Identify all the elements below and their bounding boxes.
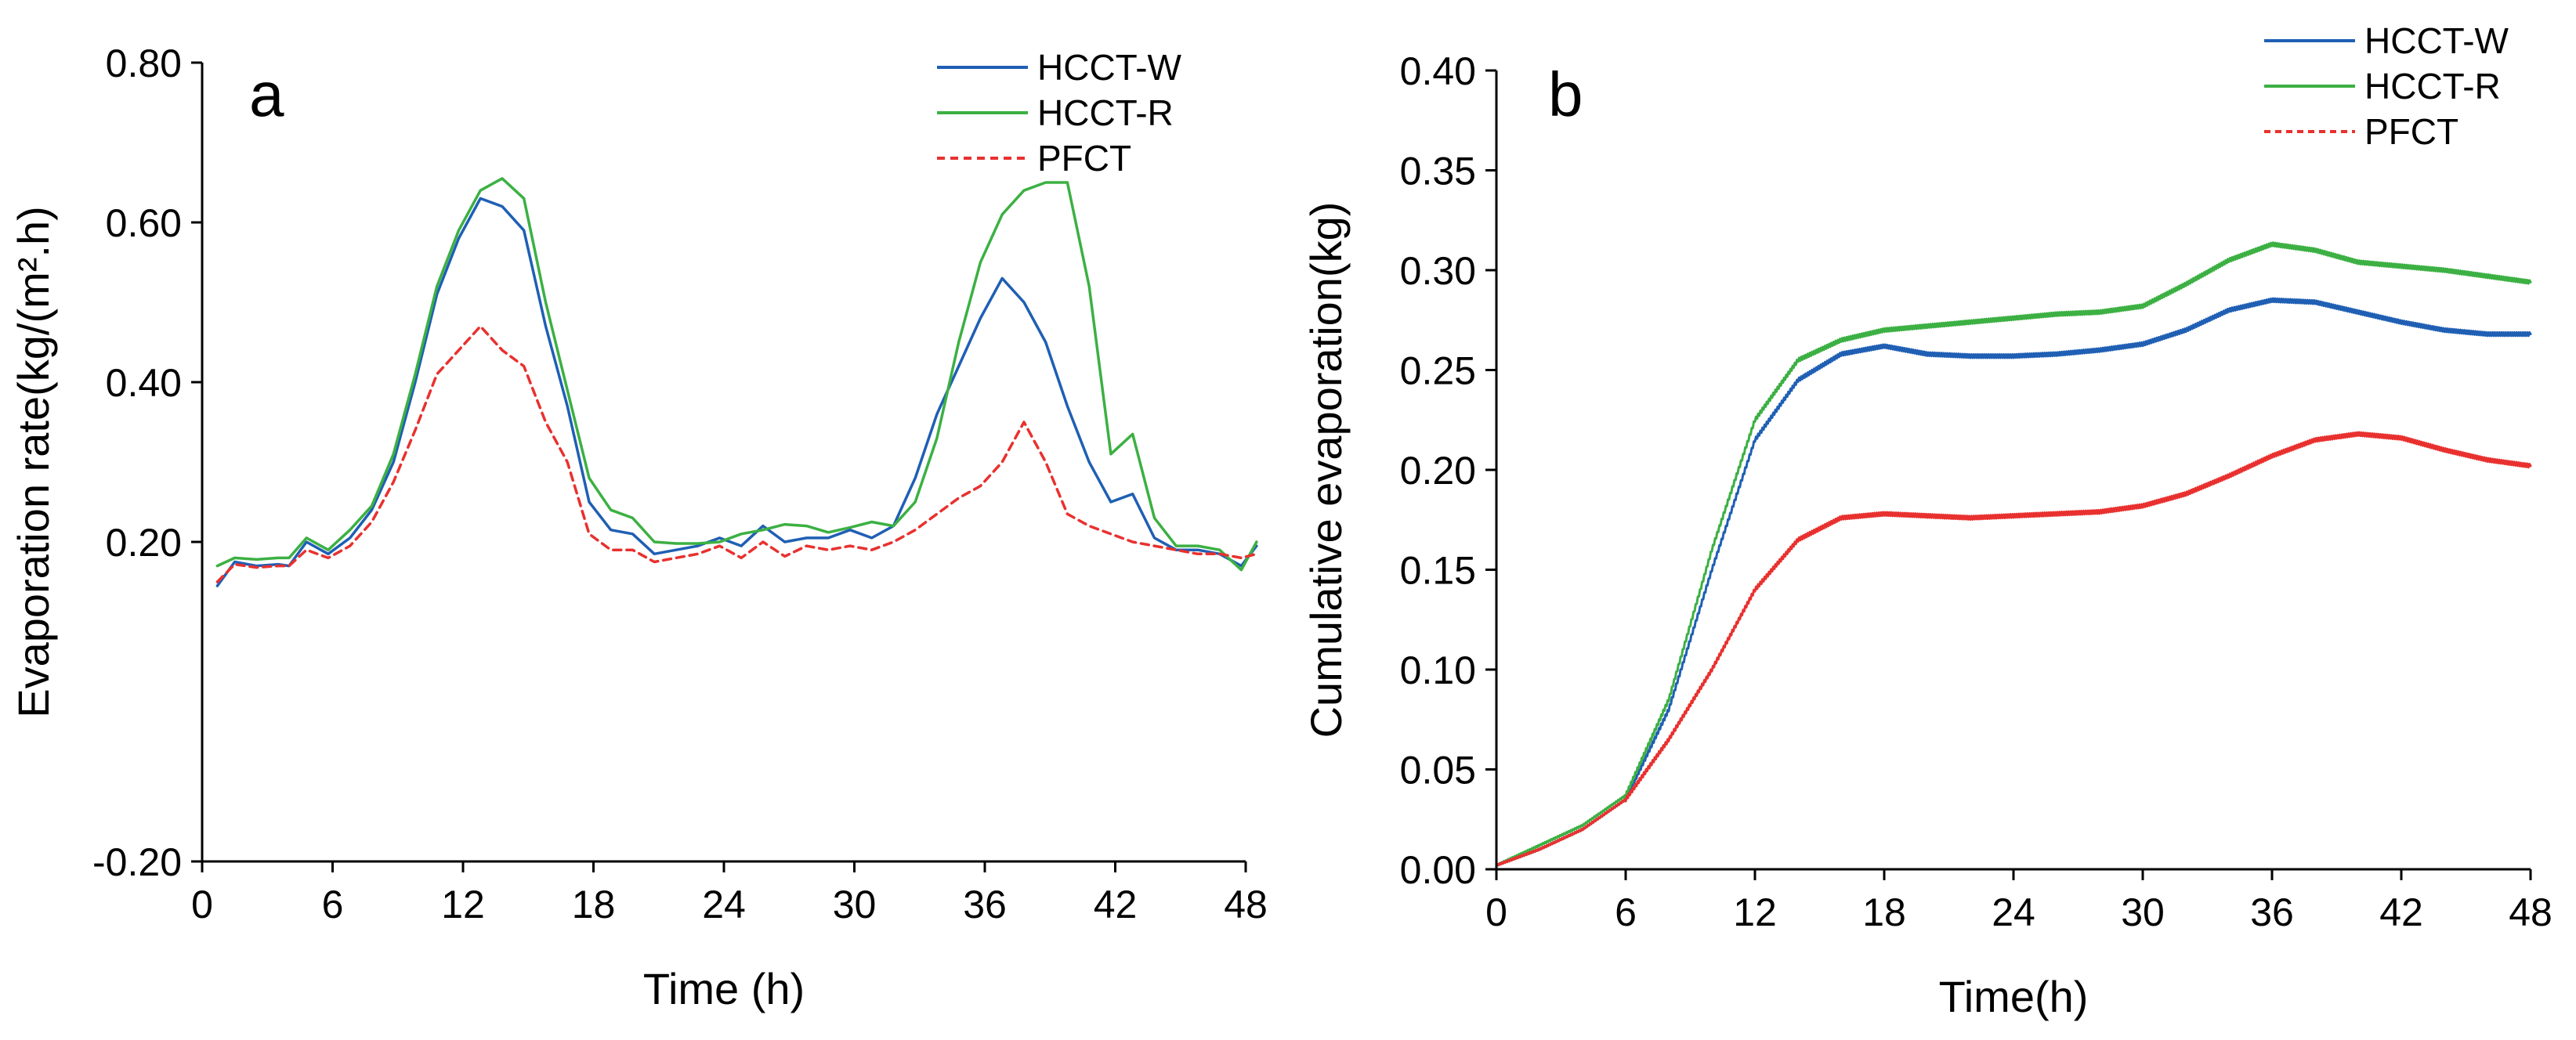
y-tick-label: -0.20 bbox=[92, 840, 182, 884]
y-tick-label: 0.30 bbox=[1400, 249, 1476, 293]
series-line-pfct bbox=[1495, 431, 2532, 868]
legend-label: PFCT bbox=[1037, 138, 1131, 179]
y-tick-label: 0.40 bbox=[1400, 49, 1476, 93]
y-tick-label: 0.80 bbox=[106, 42, 182, 85]
legend-entry-hcct-w: HCCT-W bbox=[2264, 20, 2509, 61]
x-ticks: 0 6 12 18 24 30 36 42 48 bbox=[1485, 869, 2552, 934]
x-tick-label: 48 bbox=[1224, 883, 1268, 926]
y-axis-title: Cumulative evaporation(kg) bbox=[1301, 202, 1351, 738]
x-tick-label: 18 bbox=[1862, 890, 1906, 934]
series-line-hcct-r bbox=[215, 177, 1258, 572]
legend-entry-pfct: PFCT bbox=[937, 138, 1131, 179]
x-tick-label: 30 bbox=[2121, 890, 2165, 934]
x-axis-title: Time(h) bbox=[1939, 972, 2089, 1021]
y-tick-label: 0.25 bbox=[1400, 349, 1476, 393]
legend-label: HCCT-W bbox=[2364, 20, 2509, 61]
y-tick-label: 0.00 bbox=[1400, 848, 1476, 892]
y-tick-label: 0.60 bbox=[106, 201, 182, 245]
y-tick-label: 0.15 bbox=[1400, 549, 1476, 593]
plot-area bbox=[1495, 241, 2532, 868]
legend-entry-hcct-r: HCCT-R bbox=[2264, 66, 2501, 107]
legend-entry-hcct-w: HCCT-W bbox=[937, 47, 1182, 88]
x-tick-label: 36 bbox=[963, 883, 1007, 926]
x-tick-label: 18 bbox=[572, 883, 616, 926]
y-tick-label: 0.05 bbox=[1400, 749, 1476, 793]
x-tick-label: 12 bbox=[1733, 890, 1777, 934]
x-tick-label: 42 bbox=[2379, 890, 2423, 934]
y-tick-label: 0.35 bbox=[1400, 150, 1476, 193]
y-ticks: -0.20 0.20 0.40 0.60 0.80 bbox=[92, 42, 202, 884]
x-tick-label: 6 bbox=[1615, 890, 1637, 934]
panel-letter: b bbox=[1548, 60, 1583, 129]
x-tick-label: 48 bbox=[2509, 890, 2552, 934]
y-tick-label: 0.20 bbox=[1400, 449, 1476, 493]
legend-label: HCCT-W bbox=[1037, 47, 1182, 88]
x-tick-label: 42 bbox=[1094, 883, 1138, 926]
axes bbox=[1495, 70, 2531, 871]
x-tick-label: 24 bbox=[1992, 890, 2035, 934]
legend-entry-pfct: PFCT bbox=[2264, 111, 2458, 152]
y-ticks: 0.00 0.05 0.10 0.15 0.20 0.25 0.30 0.35 0.40 bbox=[1400, 49, 1496, 892]
y-axis-title: Evaporation rate(kg/(m².h) bbox=[9, 206, 58, 718]
legend-label: HCCT-R bbox=[1037, 92, 1174, 133]
x-tick-label: 24 bbox=[702, 883, 746, 926]
y-tick-label: 0.10 bbox=[1400, 648, 1476, 692]
x-tick-label: 36 bbox=[2250, 890, 2294, 934]
x-tick-label: 12 bbox=[441, 883, 485, 926]
legend: HCCT-W HCCT-R PFCT bbox=[937, 47, 1182, 179]
legend-entry-hcct-r: HCCT-R bbox=[937, 92, 1174, 133]
chart-panel-b: 0.00 0.05 0.10 0.15 0.20 0.25 0.30 0.35 0.40 0 6 1… bbox=[1301, 20, 2552, 1021]
y-tick-label: 0.40 bbox=[106, 361, 182, 405]
panel-letter: a bbox=[249, 60, 284, 129]
series-line-hcct-r bbox=[1495, 241, 2532, 868]
x-tick-label: 30 bbox=[833, 883, 877, 926]
legend-label: HCCT-R bbox=[2364, 66, 2501, 107]
x-tick-label: 0 bbox=[1485, 890, 1507, 934]
chart-panel-a: -0.20 0.20 0.40 0.60 0.80 0 6 12 18 24 30 36 42 48 T… bbox=[9, 42, 1268, 1013]
legend-label: PFCT bbox=[2364, 111, 2458, 152]
x-axis-title: Time (h) bbox=[643, 964, 805, 1013]
series-line-pfct bbox=[215, 324, 1258, 583]
x-tick-label: 6 bbox=[322, 883, 344, 926]
legend: HCCT-W HCCT-R PFCT bbox=[2264, 20, 2509, 152]
series-line-hcct-w bbox=[1495, 297, 2532, 868]
y-tick-label: 0.20 bbox=[106, 521, 182, 565]
x-ticks: 0 6 12 18 24 30 36 42 48 bbox=[191, 861, 1268, 926]
series-line-hcct-w bbox=[215, 197, 1258, 587]
x-tick-label: 0 bbox=[191, 883, 213, 926]
plot-area bbox=[215, 177, 1258, 587]
